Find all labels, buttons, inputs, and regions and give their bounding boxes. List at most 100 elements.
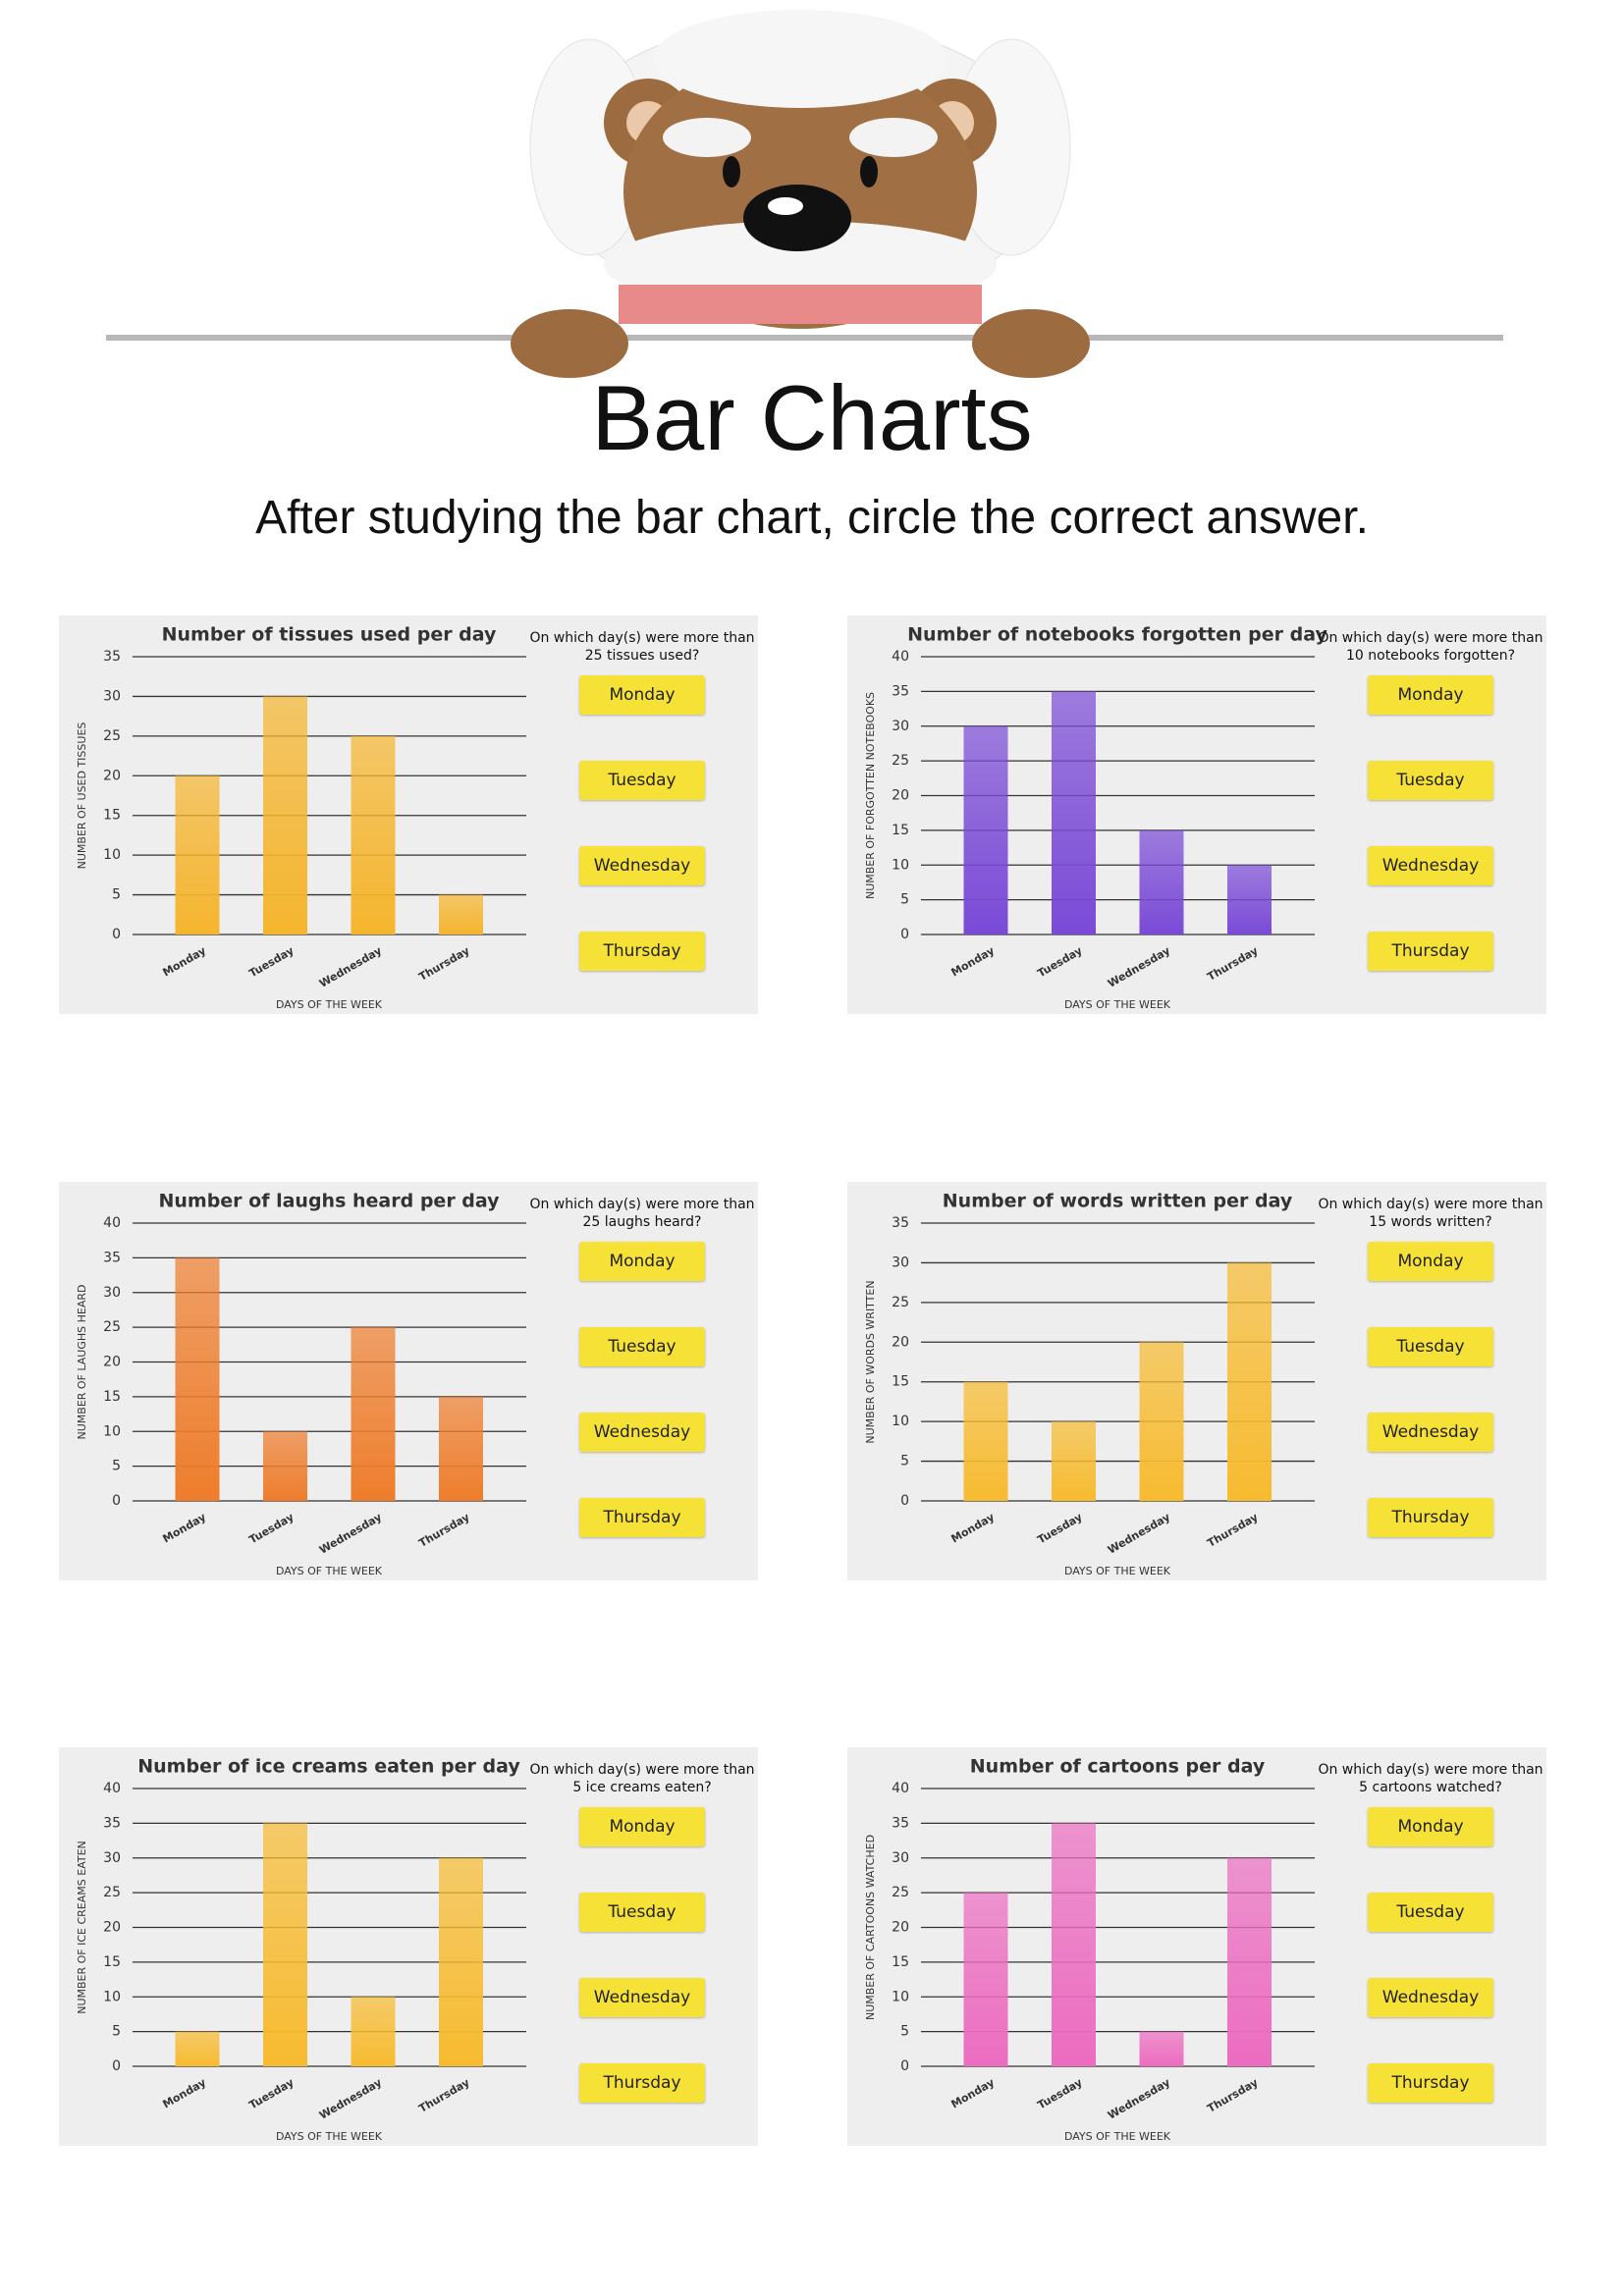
x-tick-label: Tuesday bbox=[246, 944, 296, 980]
x-tick-label: Wednesday bbox=[1106, 944, 1172, 990]
bar bbox=[263, 1823, 307, 2066]
x-tick-label: Wednesday bbox=[1106, 1511, 1172, 1557]
answer-option: Thursday bbox=[1368, 932, 1493, 971]
y-tick-label: 0 bbox=[900, 2058, 909, 2074]
question: On which day(s) were more than 5 ice cre… bbox=[529, 1762, 755, 1795]
y-axis-label: NUMBER OF WORDS WRITTEN bbox=[864, 1280, 877, 1443]
x-tick-label: Tuesday bbox=[1035, 2076, 1084, 2111]
chart-title: Number of ice creams eaten per day bbox=[137, 1756, 520, 1778]
answer-option: Thursday bbox=[579, 2063, 705, 2103]
x-tick-label: Thursday bbox=[416, 944, 471, 984]
chart-title: Number of notebooks forgotten per day bbox=[907, 624, 1327, 646]
bar bbox=[263, 1431, 307, 1501]
y-tick-label: 25 bbox=[892, 1885, 909, 1900]
chart-panel: Number of laughs heard per day 0 5 10 15 20 25… bbox=[59, 1182, 758, 1580]
y-tick-label: 5 bbox=[900, 2024, 909, 2040]
y-tick-label: 35 bbox=[103, 1815, 121, 1831]
y-tick-label: 15 bbox=[103, 1954, 121, 1970]
chart: Number of notebooks forgotten per day 0 5 1… bbox=[864, 624, 1327, 1012]
bar bbox=[439, 1857, 483, 2066]
x-axis-label: DAYS OF THE WEEK bbox=[1064, 998, 1171, 1011]
y-tick-label: 15 bbox=[892, 1954, 909, 1970]
y-tick-label: 20 bbox=[892, 788, 909, 804]
question: On which day(s) were more than 25 laughs… bbox=[529, 1197, 755, 1230]
x-tick-label: Monday bbox=[949, 944, 997, 979]
y-tick-label: 15 bbox=[892, 823, 909, 838]
x-axis-label: DAYS OF THE WEEK bbox=[276, 1565, 383, 1577]
y-tick-label: 25 bbox=[892, 1295, 909, 1310]
bar bbox=[175, 2031, 220, 2066]
bar bbox=[175, 1257, 220, 1501]
answer-option: Wednesday bbox=[1368, 846, 1493, 885]
answer-option: Wednesday bbox=[1368, 1978, 1493, 2017]
answer-option: Wednesday bbox=[579, 1978, 705, 2017]
y-tick-label: 20 bbox=[103, 1355, 121, 1370]
bar bbox=[351, 1327, 396, 1501]
x-tick-label: Tuesday bbox=[246, 1511, 296, 1546]
chart-panel: Number of ice creams eaten per day 0 5 10 15… bbox=[59, 1747, 758, 2146]
answer-option: Monday bbox=[1368, 1807, 1493, 1846]
y-tick-label: 40 bbox=[103, 1215, 121, 1231]
bar bbox=[963, 1893, 1008, 2066]
answer-option: Tuesday bbox=[1368, 1893, 1493, 1932]
chart-panel: Number of cartoons per day 0 5 10 15 20 25 30 35… bbox=[847, 1747, 1546, 2146]
y-tick-label: 20 bbox=[103, 768, 121, 783]
chart-panel: Number of tissues used per day 0 5 10 15 20 25… bbox=[59, 615, 758, 1014]
bar bbox=[1139, 2031, 1184, 2066]
bear bbox=[511, 10, 1090, 378]
x-tick-label: Wednesday bbox=[317, 2076, 384, 2122]
y-tick-label: 0 bbox=[900, 927, 909, 942]
chart: Number of laughs heard per day 0 5 10 15 20 25… bbox=[76, 1191, 526, 1577]
y-tick-label: 30 bbox=[103, 1850, 121, 1866]
bar bbox=[351, 735, 396, 934]
y-tick-label: 35 bbox=[892, 683, 909, 699]
y-axis-label: NUMBER OF LAUGHS HEARD bbox=[76, 1285, 88, 1440]
y-tick-label: 5 bbox=[900, 892, 909, 908]
y-tick-label: 15 bbox=[103, 808, 121, 824]
y-tick-label: 30 bbox=[892, 1255, 909, 1270]
question: On which day(s) were more than 15 words … bbox=[1318, 1197, 1543, 1230]
answer-option: Monday bbox=[1368, 1242, 1493, 1281]
y-tick-label: 15 bbox=[892, 1374, 909, 1390]
y-tick-label: 35 bbox=[103, 1250, 121, 1265]
x-tick-label: Monday bbox=[161, 2076, 208, 2110]
y-tick-label: 5 bbox=[112, 2024, 121, 2040]
bar bbox=[963, 1381, 1008, 1501]
answer-option: Thursday bbox=[579, 1498, 705, 1537]
subtitle: After studying the bar chart, circle the… bbox=[255, 492, 1369, 544]
answer-option: Tuesday bbox=[579, 1893, 705, 1932]
chart-title: Number of tissues used per day bbox=[162, 624, 497, 646]
x-axis-label: DAYS OF THE WEEK bbox=[276, 998, 383, 1011]
y-tick-label: 10 bbox=[892, 857, 909, 873]
y-axis-label: NUMBER OF CARTOONS WATCHED bbox=[864, 1835, 877, 2020]
answer-option: Thursday bbox=[1368, 1498, 1493, 1537]
answer-option: Tuesday bbox=[579, 761, 705, 800]
y-tick-label: 0 bbox=[112, 927, 121, 942]
chart: Number of words written per day 0 5 10 15 20 2… bbox=[864, 1191, 1315, 1577]
chart: Number of ice creams eaten per day 0 5 10 15… bbox=[76, 1756, 526, 2143]
answer-option: Tuesday bbox=[1368, 761, 1493, 800]
x-tick-label: Thursday bbox=[1205, 2076, 1260, 2115]
answer-option: Thursday bbox=[579, 932, 705, 971]
y-tick-label: 10 bbox=[892, 1414, 909, 1429]
bar bbox=[439, 894, 483, 934]
bar bbox=[439, 1396, 483, 1501]
question: On which day(s) were more than 10 notebo… bbox=[1318, 630, 1543, 664]
answer-option: Monday bbox=[579, 1807, 705, 1846]
bar bbox=[963, 725, 1008, 934]
bar bbox=[351, 1997, 396, 2066]
question: On which day(s) were more than 5 cartoon… bbox=[1318, 1762, 1543, 1795]
x-tick-label: Tuesday bbox=[1035, 1511, 1084, 1546]
x-tick-label: Thursday bbox=[1205, 944, 1260, 984]
chart-panel: Number of words written per day 0 5 10 15 20 2… bbox=[847, 1182, 1546, 1580]
x-tick-label: Wednesday bbox=[317, 1511, 384, 1557]
y-tick-label: 20 bbox=[892, 1334, 909, 1350]
answer-option: Monday bbox=[579, 675, 705, 715]
y-tick-label: 10 bbox=[103, 1989, 121, 2004]
y-tick-label: 5 bbox=[112, 1459, 121, 1474]
x-tick-label: Thursday bbox=[416, 1511, 471, 1550]
y-tick-label: 40 bbox=[103, 1781, 121, 1796]
y-tick-label: 10 bbox=[103, 847, 121, 863]
bar bbox=[1227, 1857, 1272, 2066]
x-tick-label: Tuesday bbox=[1035, 944, 1084, 980]
